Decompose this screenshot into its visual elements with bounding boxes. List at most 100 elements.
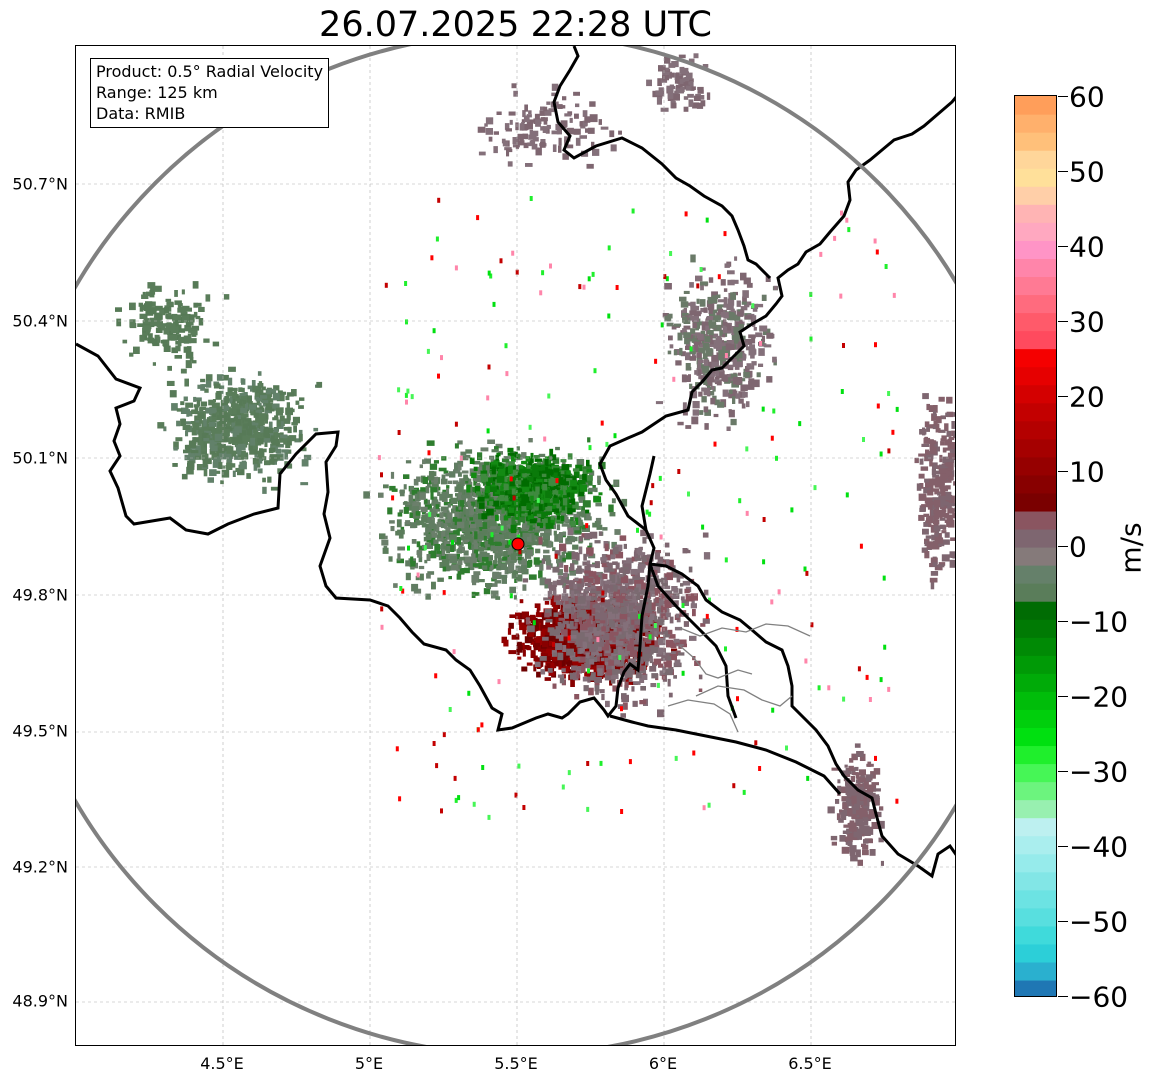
echo-pixel [443, 509, 447, 513]
echo-pixel [194, 415, 200, 422]
echo-pixel [582, 641, 587, 649]
echo-pixel [663, 631, 670, 638]
echo-pixel [188, 410, 193, 417]
echo-pixel [630, 568, 638, 575]
echo-pixel [545, 490, 552, 498]
echo-pixel [231, 393, 239, 399]
echo-pixel [521, 505, 530, 512]
echo-pixel [396, 519, 402, 528]
echo-pixel [564, 481, 569, 486]
echo-pixel [500, 574, 508, 578]
echo-pixel [234, 431, 240, 439]
echo-pixel [260, 425, 265, 434]
echo-pixel [213, 439, 217, 445]
echo-pixel [586, 638, 591, 642]
echo-pixel [654, 640, 660, 648]
echo-pixel [536, 479, 543, 483]
echo-pixel [191, 427, 197, 436]
echo-pixel [176, 420, 181, 427]
echo-pixel [492, 572, 497, 580]
echo-pixel [622, 573, 627, 578]
echo-pixel [566, 648, 574, 656]
echo-pixel [433, 496, 438, 501]
echo-pixel [547, 509, 553, 515]
echo-pixel [470, 508, 474, 516]
radar-map[interactable]: Product: 0.5° Radial Velocity Range: 125… [75, 45, 956, 1046]
echo-pixel [194, 407, 199, 415]
echo-pixel [578, 603, 587, 609]
echo-pixel [631, 686, 635, 692]
echo-pixel [681, 599, 688, 603]
echo-pixel [420, 573, 424, 581]
echo-pixel [562, 620, 569, 625]
echo-pixel [579, 484, 588, 492]
echo-pixel [545, 522, 554, 529]
echo-pixel [526, 473, 531, 478]
echo-pixel [535, 523, 541, 530]
echo-pixel [639, 700, 647, 705]
echo-pixel [475, 491, 482, 496]
echo-pixel [429, 470, 435, 476]
echo-pixel [460, 496, 467, 504]
echo-pixel [612, 609, 619, 614]
echo-pixel [477, 533, 485, 539]
echo-pixel [457, 559, 463, 565]
echo-pixel [466, 500, 471, 505]
echo-pixel [481, 513, 488, 520]
echo-pixel [516, 641, 522, 647]
echo-pixel [578, 610, 582, 618]
echo-pixel [552, 566, 560, 573]
echo-pixel [519, 622, 527, 631]
echo-pixel [550, 484, 558, 490]
echo-pixel [528, 630, 535, 637]
echo-pixel [445, 473, 450, 477]
echo-pixel [601, 590, 608, 597]
echo-pixel [246, 473, 251, 479]
echo-pixel [240, 396, 248, 400]
echo-pixel [441, 474, 446, 483]
echo-pixel [574, 622, 578, 629]
echo-pixel [501, 458, 510, 463]
echo-pixel [428, 522, 433, 528]
echo-pixel [433, 460, 439, 464]
echo-pixel [485, 544, 490, 550]
echo-pixel [541, 558, 546, 564]
echo-pixel [623, 563, 631, 570]
echo-pixel [565, 518, 569, 523]
echo-pixel [626, 608, 631, 616]
echo-pixel [646, 652, 653, 659]
echo-pixel [550, 487, 554, 495]
echo-pixel [544, 677, 551, 681]
echo-pixel [460, 480, 465, 487]
echo-pixel [638, 582, 646, 591]
echo-pixel [601, 554, 606, 558]
echo-pixel [432, 472, 436, 476]
echo-pixel [653, 658, 662, 665]
echo-pixel [604, 672, 613, 681]
echo-pixel [494, 534, 500, 541]
echo-pixel [613, 602, 620, 606]
echo-pixel [470, 523, 477, 528]
echo-pixel [547, 463, 555, 470]
echo-pixel [510, 553, 518, 561]
echo-pixel [492, 560, 497, 565]
echo-pixel [279, 391, 286, 395]
echo-pixel [479, 551, 488, 557]
echo-pixel [501, 577, 507, 584]
echo-pixel [261, 395, 269, 403]
echo-pixel [574, 694, 580, 700]
echo-pixel [648, 641, 656, 647]
echo-pixel [530, 452, 534, 459]
echo-pixel [573, 583, 578, 590]
echo-pixel [567, 524, 571, 530]
echo-pixel [438, 554, 444, 561]
echo-pixel [640, 589, 649, 594]
echo-pixel [495, 443, 503, 449]
echo-pixel [611, 577, 615, 583]
echo-pixel [441, 538, 448, 543]
echo-pixel [544, 518, 548, 526]
echo-pixel [584, 566, 590, 574]
echo-pixel [533, 643, 538, 651]
echo-pixel [243, 419, 248, 426]
echo-pixel [516, 446, 520, 451]
